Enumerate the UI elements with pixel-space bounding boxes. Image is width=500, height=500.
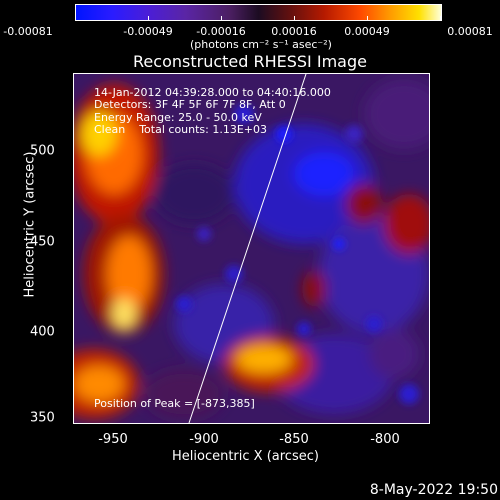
emission-spots — [176, 104, 419, 404]
colorbar-tick-mark — [75, 16, 76, 20]
colorbar — [75, 4, 442, 21]
y-axis-label: Heliocentric Y (arcsec) — [22, 151, 38, 298]
emission-blobs — [74, 79, 429, 419]
image-plot — [73, 73, 430, 424]
x-axis-label: Heliocentric X (arcsec) — [172, 449, 319, 464]
colorbar-tick-label: 0.00016 — [271, 25, 317, 38]
colorbar-units: (photons cm⁻² s⁻¹ asec⁻²) — [190, 38, 332, 51]
info-detectors: Detectors: 3F 4F 5F 6F 7F 8F, Att 0 — [94, 98, 286, 111]
colorbar-tick-label: 0.00081 — [447, 25, 493, 38]
limb-line — [188, 74, 307, 423]
colorbar-tick-mark — [221, 16, 222, 20]
y-tick-label: 500 — [30, 143, 55, 159]
colorbar-tick-label: -0.00081 — [3, 25, 53, 38]
image-canvas — [74, 74, 429, 423]
y-tick-label: 400 — [30, 324, 55, 340]
info-peak-position: Position of Peak = [-873,385] — [94, 397, 255, 410]
footer-date: 8-May-2022 19:50 — [369, 482, 498, 498]
x-tick-label: -800 — [370, 432, 400, 447]
colorbar-tick-mark — [294, 16, 295, 20]
x-tick-label: -900 — [189, 432, 219, 447]
colorbar-tick-mark — [148, 16, 149, 20]
plot-title: Reconstructed RHESSI Image — [133, 52, 367, 71]
y-tick-label: 450 — [30, 234, 55, 250]
colorbar-tick-mark — [367, 16, 368, 20]
x-tick-label: -950 — [98, 432, 128, 447]
info-clean-counts: Clean Total counts: 1.13E+03 — [94, 123, 268, 136]
x-tick-label: -850 — [279, 432, 309, 447]
info-energy-range: Energy Range: 25.0 - 50.0 keV — [94, 111, 262, 124]
info-time-range: 14-Jan-2012 04:39:28.000 to 04:40:16.000 — [94, 86, 331, 99]
colorbar-tick-label: -0.00049 — [123, 25, 173, 38]
colorbar-tick-label: 0.00049 — [344, 25, 390, 38]
y-tick-label: 350 — [30, 410, 55, 426]
colorbar-tick-label: -0.00016 — [196, 25, 246, 38]
colorbar-tick-mark — [440, 16, 441, 20]
